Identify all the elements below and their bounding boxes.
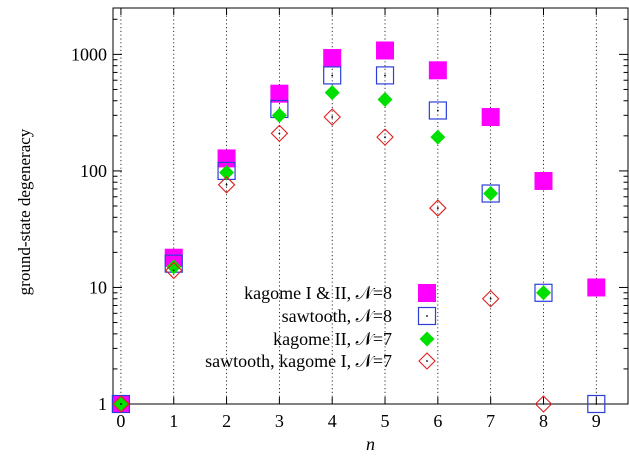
data-point <box>271 107 287 123</box>
data-point <box>428 61 447 80</box>
legend-label: kagome I & II, 𝒩=8 <box>244 283 392 303</box>
data-point <box>219 164 235 180</box>
marker-center-dot <box>384 136 386 139</box>
x-tick-label: 3 <box>275 411 284 431</box>
data-point <box>430 129 446 145</box>
legend-label: sawtooth, 𝒩=8 <box>282 306 392 326</box>
marker-center-dot <box>595 403 598 405</box>
y-tick-label: 10 <box>89 277 107 297</box>
x-tick-label: 1 <box>169 411 178 431</box>
data-point <box>323 66 342 85</box>
data-point <box>481 289 500 308</box>
x-tick-label: 9 <box>592 411 601 431</box>
data-point <box>428 101 447 120</box>
marker-center-dot <box>278 132 281 135</box>
y-tick-label: 1000 <box>71 44 107 64</box>
marker-center-dot <box>436 207 439 209</box>
x-axis-label: n <box>366 434 375 454</box>
legend-item: sawtooth, kagome I, 𝒩=7 <box>205 351 436 371</box>
legend: kagome I & II, 𝒩=8 sawtooth, 𝒩=8 kagome II… <box>205 283 437 371</box>
legend-marker <box>419 331 435 347</box>
legend-label: kagome II, 𝒩=7 <box>273 329 392 349</box>
data-point <box>323 108 341 126</box>
data-point <box>481 184 500 203</box>
data-point <box>376 41 395 60</box>
y-axis-label: ground-state degeneracy <box>15 128 34 295</box>
y-tick-label: 1 <box>98 394 107 414</box>
x-tick-label: 7 <box>486 411 495 431</box>
marker-center-dot <box>120 403 122 405</box>
legend-item: kagome I & II, 𝒩=8 <box>244 283 436 303</box>
data-point <box>376 128 394 146</box>
x-tick-label: 4 <box>328 411 337 431</box>
data-point <box>270 124 289 143</box>
x-tick-label: 0 <box>116 411 125 431</box>
y-tick-label: 100 <box>80 161 107 181</box>
data-point <box>112 395 130 413</box>
marker-center-dot <box>426 315 428 317</box>
data-point <box>324 85 340 101</box>
x-axis: 0 1 2 3 4 5 6 7 8 9 <box>116 8 601 431</box>
marker-center-dot <box>426 360 428 362</box>
series-1 <box>111 41 606 413</box>
legend-marker <box>417 306 437 326</box>
legend-item: kagome II, 𝒩=7 <box>273 329 435 349</box>
marker-center-dot <box>331 116 334 118</box>
data-point <box>164 261 183 280</box>
marker-center-dot <box>172 269 175 272</box>
data-point <box>323 49 342 68</box>
data-point <box>375 66 395 85</box>
x-tick-label: 6 <box>433 411 442 431</box>
y-axis: 1 10 100 1000 <box>71 18 628 414</box>
grid <box>120 8 597 404</box>
legend-label: sawtooth, kagome I, 𝒩=7 <box>205 351 392 371</box>
data-point <box>534 283 553 302</box>
x-tick-label: 8 <box>539 411 548 431</box>
data-point <box>587 278 606 297</box>
marker-center-dot <box>542 403 545 405</box>
series-4 <box>112 108 553 413</box>
data-point <box>217 149 236 168</box>
data-point <box>429 199 447 217</box>
data-point <box>481 108 500 127</box>
x-tick-label: 5 <box>381 411 390 431</box>
data-point <box>483 186 499 202</box>
data-point <box>164 248 183 267</box>
data-point <box>535 285 551 301</box>
legend-marker <box>418 352 436 370</box>
marker-center-dot <box>225 183 228 186</box>
data-point <box>217 176 236 194</box>
data-point <box>166 259 182 275</box>
x-tick-label: 2 <box>222 411 231 431</box>
series-layer <box>111 41 606 414</box>
legend-item: sawtooth, 𝒩=8 <box>282 306 437 326</box>
data-point <box>534 395 553 413</box>
legend-marker <box>418 284 436 302</box>
marker-center-dot <box>331 74 334 77</box>
data-point <box>587 394 606 414</box>
data-point <box>534 171 553 190</box>
data-point <box>377 92 393 108</box>
marker-center-dot <box>384 74 386 77</box>
marker-center-dot <box>436 109 439 112</box>
marker-center-dot <box>489 297 492 300</box>
data-point <box>270 84 289 103</box>
